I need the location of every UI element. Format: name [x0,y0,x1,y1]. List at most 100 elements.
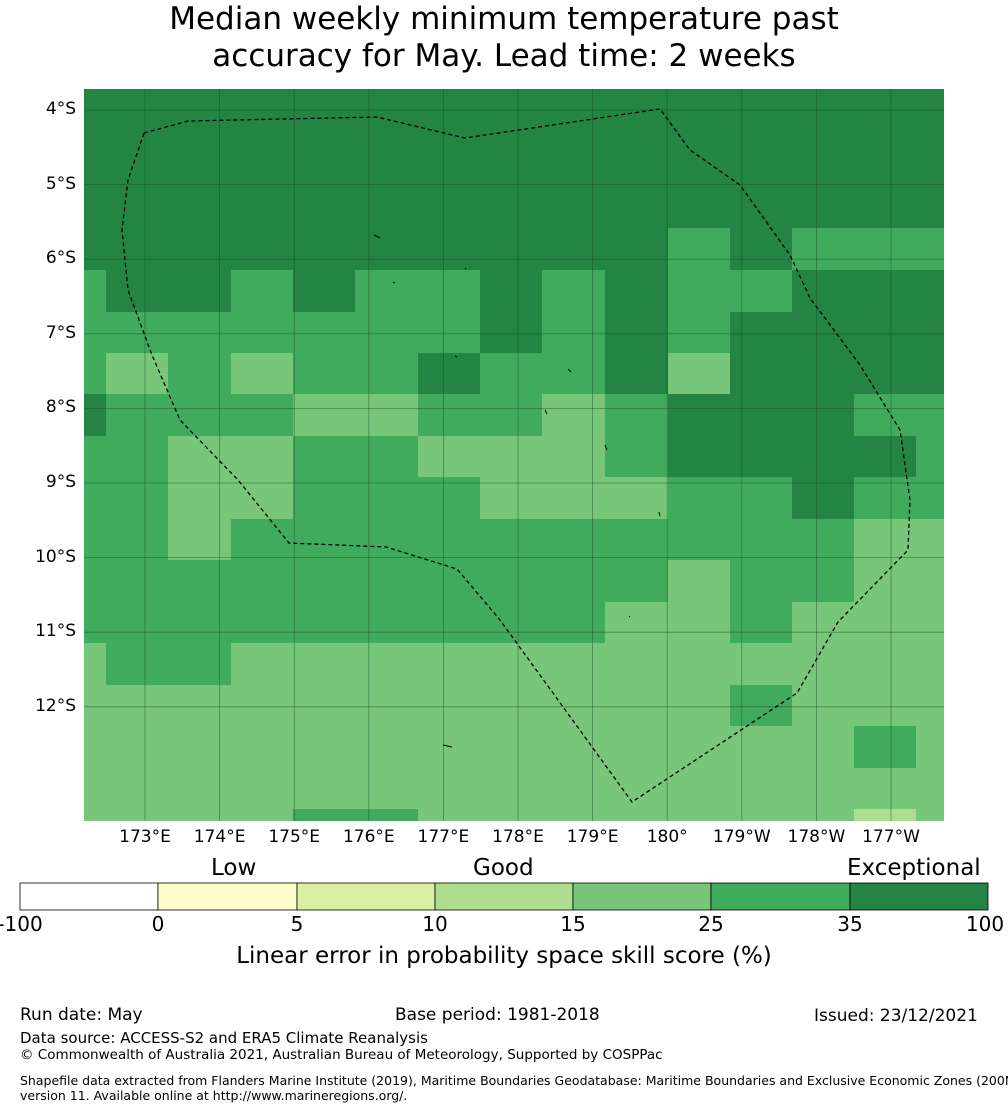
longitude-label: 175°E [268,827,321,847]
score-cell [605,394,668,477]
score-cell [480,436,542,477]
island-outline [544,409,548,415]
score-cell [854,519,944,560]
score-cell [231,519,293,560]
longitude-label: 177°E [417,827,470,847]
score-cell [605,270,668,394]
score-cell [84,270,106,312]
colorbar-segment [572,882,712,911]
score-cell [106,394,293,436]
score-cell [418,394,542,436]
score-cell [293,436,418,560]
score-cell [293,312,355,394]
issued-date: Issued: 23/12/2021 [814,1006,978,1026]
longitude-label: 179°E [566,827,619,847]
colorbar-tick-label: 25 [698,912,724,936]
map-title-line-2: accuracy for May. Lead time: 2 weeks [212,38,796,74]
latitude-label: 6°S [45,248,76,269]
colorbar-segment [157,882,298,911]
score-cell [668,560,730,643]
island-outline [658,511,661,517]
latitude-label: 10°S [35,546,76,567]
latitude-label: 12°S [35,695,76,716]
score-cell [854,477,944,519]
longitude-label: 173°E [119,827,171,847]
score-cell [106,270,231,312]
score-cell [854,726,916,768]
island-outline [464,267,467,270]
score-cell [668,477,792,519]
score-cell [480,353,542,394]
score-cell [605,560,668,602]
score-cell [730,560,854,602]
colorbar-segment [710,882,851,911]
colorbar-segment [434,882,574,911]
colorbar-category-good: Good [473,855,534,881]
score-cell [668,270,730,353]
colorbar-segment [296,882,436,911]
map-title-line-1: Median weekly minimum temperature past [169,1,839,37]
score-cell [480,270,542,353]
longitude-label: 174°E [193,827,246,847]
shapefile-credit-line-1: Shapefile data extracted from Flanders M… [20,1073,1008,1088]
run-date: Run date: May [20,1005,143,1025]
score-cell [668,394,854,477]
data-source: Data source: ACCESS-S2 and ERA5 Climate … [20,1029,428,1047]
colorbar [19,882,989,911]
island-outlines [373,234,661,748]
score-cell [418,353,480,394]
score-cell [106,643,231,685]
island-outline [567,368,572,373]
copyright: © Commonwealth of Australia 2021, Austra… [20,1047,663,1063]
score-cell [854,394,944,436]
eez-boundary [121,108,911,803]
skill-score-cells [84,89,944,821]
score-cell [418,477,480,560]
longitude-label: 177°W [862,827,920,847]
score-cell [854,809,916,821]
colorbar-label: Linear error in probability space skill … [236,943,772,969]
island-outline [392,281,396,284]
score-cell [293,394,418,436]
base-period: Base period: 1981-2018 [395,1005,600,1025]
score-cell [668,228,730,270]
score-cell [84,560,605,643]
longitude-label: 180° [646,827,688,847]
graticule [84,89,944,821]
score-cell [106,353,168,394]
score-cell [480,519,668,560]
colorbar-category-low: Low [211,855,257,881]
score-cell [730,312,792,394]
score-cell [792,477,854,519]
latitude-label: 8°S [45,397,76,418]
colorbar-tick-label: 15 [560,912,586,936]
colorbar-tick-label: 35 [837,912,863,936]
latitude-label: 5°S [45,173,76,194]
score-cell [293,270,355,312]
score-cell [480,477,666,519]
score-cell [730,602,792,643]
score-cell [418,436,480,477]
longitude-label: 178°W [787,827,846,847]
score-cell [730,270,792,312]
longitude-label: 179°W [712,827,771,847]
longitude-label: 178°E [492,827,544,847]
latitude-label: 4°S [45,99,76,119]
colorbar-tick-label: 10 [422,912,448,936]
latitude-label: 9°S [45,472,76,492]
score-cell [542,270,605,394]
island-outline [454,355,458,358]
island-outline [442,744,453,748]
island-outline [604,444,608,451]
latitude-label: 11°S [35,621,76,642]
colorbar-segment [19,882,159,911]
shapefile-credit-line-2: version 11. Available online at http://w… [20,1088,408,1103]
colorbar-tick-label: 5 [290,912,304,936]
island-outline [628,615,631,618]
colorbar-tick-label: 100 [965,912,1005,936]
score-cell [668,519,854,560]
score-cell [854,436,916,477]
score-cell [542,394,605,477]
island-outline [373,234,381,239]
